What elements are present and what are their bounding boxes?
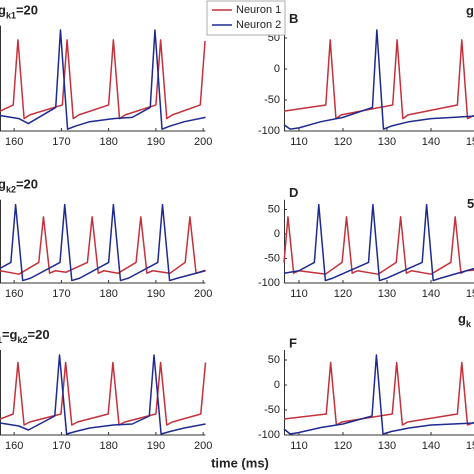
x-tick-label: 190: [147, 288, 165, 300]
panel-label: B: [289, 11, 298, 26]
legend-label: Neuron 1: [236, 4, 281, 16]
y-tick-label: -50: [264, 252, 280, 264]
series-line: [283, 361, 474, 426]
panel-title-part: =g: [2, 327, 18, 342]
x-tick-label: 160: [5, 136, 23, 148]
series-line: [283, 354, 474, 435]
panel-title-part: g: [0, 177, 6, 192]
x-tick-label: 170: [52, 440, 70, 452]
x-tick-label: 170: [52, 288, 70, 300]
x-tick-label: 130: [378, 136, 396, 148]
x-tick-label: 120: [334, 136, 352, 148]
x-tick-label: 180: [99, 440, 117, 452]
series-line: [0, 203, 206, 282]
series-line: [0, 361, 207, 426]
panel-title-part: k2: [18, 335, 28, 345]
x-tick-label: 170: [52, 136, 70, 148]
x-tick-label: 190: [147, 440, 165, 452]
x-tick-label: 120: [334, 288, 352, 300]
y-tick-label: 0: [274, 228, 280, 240]
series-line: [0, 354, 206, 435]
series-line: [0, 216, 206, 275]
legend-box: [206, 0, 286, 36]
x-tick-label: 180: [99, 288, 117, 300]
edge-label-part: g: [458, 311, 466, 326]
panel-label: F: [289, 335, 297, 350]
series-line: [0, 39, 206, 120]
series-line: [283, 203, 474, 282]
x-tick-label: 190: [147, 136, 165, 148]
panel-label: D: [289, 185, 298, 200]
panel-title-part: k1: [0, 335, 2, 345]
series-line: [283, 216, 474, 275]
y-tick-label: -100: [258, 277, 280, 289]
x-tick-label: 200: [194, 136, 212, 148]
y-tick-label: -50: [264, 404, 280, 416]
x-axis-label: time (ms): [211, 455, 269, 470]
x-tick-label: 130: [378, 288, 396, 300]
y-tick-label: 0: [274, 379, 280, 391]
panel-title-part: =20: [16, 3, 38, 18]
x-tick-label: 110: [290, 440, 308, 452]
series-line: [283, 29, 474, 130]
panel-title-part: g: [0, 3, 6, 18]
edge-label-part: g: [466, 3, 474, 18]
x-tick-label: 140: [422, 136, 440, 148]
edge-label: 5: [467, 196, 474, 211]
y-tick-label: 0: [274, 63, 280, 75]
panel-title-part: =20: [28, 327, 50, 342]
edge-label: g: [466, 3, 474, 18]
panel-title-part: =20: [16, 177, 38, 192]
x-tick-label: 120: [334, 440, 352, 452]
edge-label-part: 5: [467, 196, 474, 211]
series-line: [283, 39, 474, 120]
y-tick-label: 50: [268, 354, 280, 366]
x-tick-label: 180: [99, 136, 117, 148]
y-tick-label: 50: [268, 203, 280, 215]
x-tick-label: 160: [5, 288, 23, 300]
edge-label-part: k: [466, 319, 472, 329]
legend-label: Neuron 2: [236, 19, 281, 31]
y-tick-label: -50: [264, 94, 280, 106]
x-tick-label: 150: [466, 440, 474, 452]
panel-title: gk1=20: [0, 3, 38, 21]
x-tick-label: 110: [290, 288, 308, 300]
panel-title-part: k2: [6, 185, 16, 195]
panel-title: gk2=20: [0, 177, 38, 195]
x-tick-label: 150: [466, 136, 474, 148]
panel-title: gk1=gk2=20: [0, 327, 50, 345]
x-tick-label: 140: [422, 440, 440, 452]
edge-label: gk: [458, 311, 472, 329]
series-line: [0, 29, 206, 130]
x-tick-label: 140: [422, 288, 440, 300]
x-tick-label: 160: [5, 440, 23, 452]
y-tick-label: -100: [258, 125, 280, 137]
x-tick-label: 130: [378, 440, 396, 452]
panel-title-part: k1: [6, 11, 16, 21]
x-tick-label: 110: [290, 136, 308, 148]
x-tick-label: 200: [194, 440, 212, 452]
y-tick-label: -100: [258, 429, 280, 441]
x-tick-label: 150: [466, 288, 474, 300]
x-tick-label: 200: [194, 288, 212, 300]
